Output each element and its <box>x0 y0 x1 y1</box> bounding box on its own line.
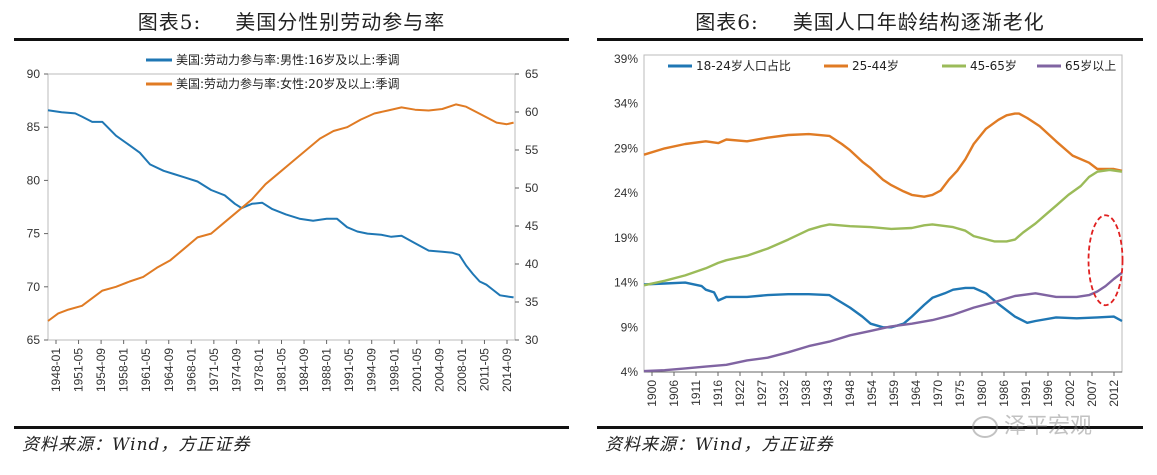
x-tick-label: 1974-09 <box>229 348 243 392</box>
y-right-tick-label: 65 <box>525 67 539 81</box>
legend-label: 25-44岁 <box>852 58 899 73</box>
right-figure-panel: 图表6: 美国人口年龄结构逐渐老化 资料来源：Wind，方正证券 <box>583 0 1157 475</box>
x-tick-label: 2001-05 <box>410 348 424 392</box>
x-tick-label: 1964 <box>909 380 923 407</box>
series-line-female <box>47 103 514 322</box>
x-tick-label: 1984-09 <box>297 348 311 392</box>
plot-area-frame <box>643 54 1123 373</box>
x-tick-label: 1980 <box>975 380 989 407</box>
x-tick-label: 2011-05 <box>477 348 491 391</box>
watermark-text: 泽平宏观 <box>1004 414 1093 439</box>
x-tick-label: 1986 <box>997 380 1011 407</box>
y-right-tick-label: 40 <box>525 257 539 271</box>
left-figure-number: 图表5: <box>137 10 202 34</box>
y-right-tick-label: 55 <box>525 143 539 157</box>
series-line-male <box>47 109 514 299</box>
x-tick-label: 2004-09 <box>432 348 446 392</box>
y-tick-label: 4% <box>621 365 639 379</box>
x-tick-label: 1932 <box>777 380 791 407</box>
labor-participation-chart: 65 70 75 80 85 90 30 35 40 45 50 55 60 65 1948-01 1951-… <box>27 52 539 392</box>
x-tick-label: 1964-09 <box>162 348 176 392</box>
left-top-rule <box>14 38 569 41</box>
y-tick-label: 24% <box>614 186 638 200</box>
x-tick-label: 1948-01 <box>49 348 63 392</box>
y-left-tick-label: 75 <box>27 227 41 241</box>
left-figure-title-text: 美国分性别劳动参与率 <box>235 10 446 34</box>
x-tick-label: 1994-09 <box>365 348 379 392</box>
x-tick-label: 1991 <box>1019 380 1033 407</box>
x-tick-label: 1968-01 <box>184 348 198 392</box>
x-tick-label: 2012 <box>1107 380 1121 407</box>
y-right-tick-label: 50 <box>525 181 539 195</box>
right-figure-title: 图表6: 美国人口年龄结构逐渐老化 <box>583 6 1157 35</box>
x-tick-label: 1959 <box>887 380 901 407</box>
y-tick-label: 19% <box>614 231 638 245</box>
right-figure-title-text: 美国人口年龄结构逐渐老化 <box>792 10 1045 34</box>
x-tick-label: 2014-09 <box>500 348 514 392</box>
x-tick-label: 1906 <box>667 380 681 407</box>
y-left-tick-label: 90 <box>27 67 41 81</box>
series-line <box>643 112 1123 198</box>
x-tick-label: 1991-05 <box>342 348 356 392</box>
x-tick-label: 1911 <box>689 380 703 406</box>
legend-label: 美国:劳动力参与率:女性:20岁及以上:季调 <box>176 76 399 91</box>
x-tick-label: 1900 <box>645 380 659 407</box>
y-left-tick-label: 65 <box>27 333 41 347</box>
x-tick-label: 1970 <box>931 380 945 407</box>
left-figure-panel: 图表5: 美国分性别劳动参与率 资料来源：Wind，方正证券 <box>0 6 583 455</box>
y-tick-label: 29% <box>614 141 638 155</box>
legend-label: 18-24岁人口占比 <box>696 58 791 73</box>
legend-label: 65岁以上 <box>1065 58 1116 73</box>
series-line <box>643 168 1123 287</box>
x-tick-label: 1938 <box>799 380 813 407</box>
y-tick-label: 34% <box>614 97 638 111</box>
x-tick-label: 1988-01 <box>320 348 334 392</box>
legend-label: 美国:劳动力参与率:男性:16岁及以上:季调 <box>176 52 399 67</box>
watermark: 泽平宏观 <box>972 408 1152 439</box>
y-left-tick-label: 70 <box>27 280 41 294</box>
right-top-rule <box>597 38 1143 41</box>
series-line <box>643 271 1123 373</box>
x-tick-label: 1922 <box>733 380 747 407</box>
x-tick-label: 1958-01 <box>117 348 131 392</box>
x-tick-label: 1927 <box>755 380 769 407</box>
x-tick-label: 1981-05 <box>275 348 289 392</box>
right-bottom-rule <box>597 426 1143 429</box>
x-tick-label: 1916 <box>711 380 725 407</box>
x-tick-label: 1998-01 <box>387 348 401 392</box>
x-tick-label: 1943 <box>821 380 835 407</box>
legend-label: 45-65岁 <box>970 58 1017 73</box>
x-tick-label: 1971-05 <box>207 348 221 392</box>
y-right-tick-label: 45 <box>525 219 539 233</box>
y-right-tick-label: 35 <box>525 295 539 309</box>
x-tick-label: 1996 <box>1041 380 1055 407</box>
series-line <box>643 281 1123 329</box>
highlight-ellipse <box>1087 214 1124 307</box>
y-tick-label: 14% <box>614 276 638 290</box>
x-tick-label: 1961-05 <box>139 348 153 392</box>
y-tick-label: 39% <box>614 52 638 66</box>
y-right-tick-label: 30 <box>525 333 539 347</box>
x-tick-label: 1951-05 <box>72 348 86 392</box>
y-tick-label: 9% <box>621 320 639 334</box>
x-tick-label: 1978-01 <box>252 348 266 392</box>
left-figure-title: 图表5: 美国分性别劳动参与率 <box>0 6 583 35</box>
left-source-note: 资料来源：Wind，方正证券 <box>22 435 251 455</box>
wechat-icon <box>972 416 998 438</box>
right-source-note: 资料来源：Wind，方正证券 <box>605 435 834 455</box>
x-tick-label: 2007 <box>1085 380 1099 407</box>
y-right-tick-label: 60 <box>525 105 539 119</box>
left-bottom-rule <box>14 426 569 429</box>
right-figure-number: 图表6: <box>695 10 759 34</box>
x-tick-label: 1948 <box>843 380 857 407</box>
x-tick-label: 1975 <box>953 380 967 407</box>
x-tick-label: 2008-01 <box>455 348 469 392</box>
x-tick-label: 1954-09 <box>94 348 108 392</box>
y-left-tick-label: 80 <box>27 173 41 187</box>
y-left-tick-label: 85 <box>27 120 41 134</box>
x-tick-label: 1954 <box>865 380 879 407</box>
x-tick-label: 2002 <box>1063 380 1077 407</box>
